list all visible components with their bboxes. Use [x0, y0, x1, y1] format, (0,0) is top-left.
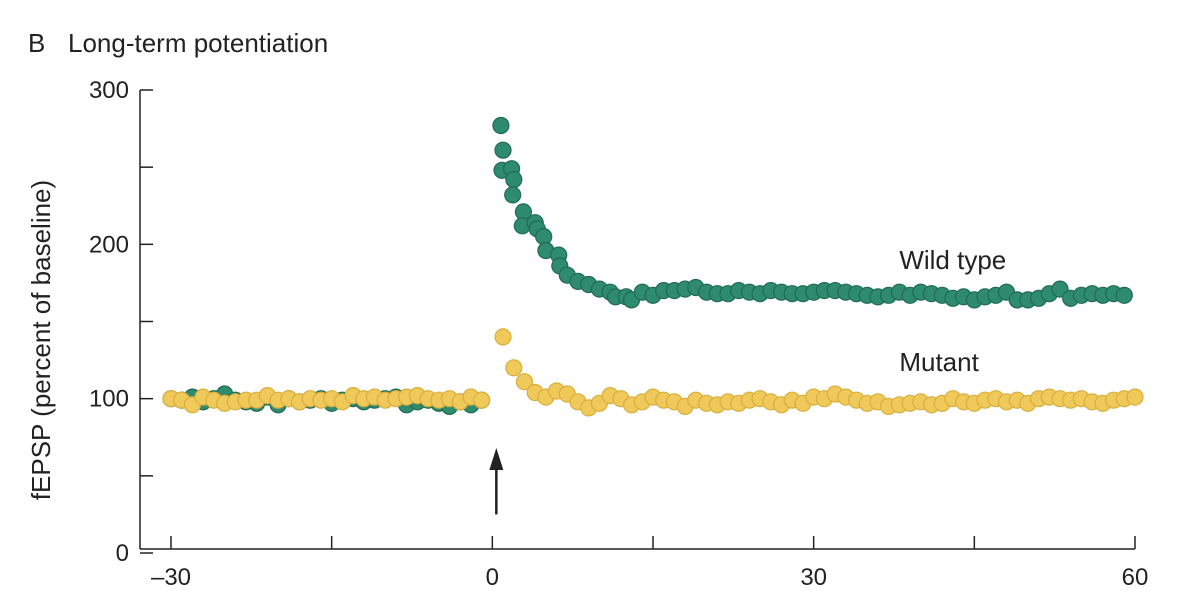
- y-tick-label: 0: [116, 540, 129, 567]
- x-tick-label: 30: [800, 564, 827, 591]
- series-label: Wild type: [899, 245, 1006, 275]
- stimulus-arrow: [489, 448, 504, 515]
- y-tick-label: 300: [89, 77, 129, 104]
- series-layer: Wild type Mutant: [162, 116, 1144, 417]
- data-point: [1115, 286, 1133, 304]
- arrow-head: [489, 448, 504, 471]
- data-point: [505, 359, 523, 377]
- data-point: [473, 391, 491, 409]
- data-point: [504, 186, 522, 204]
- chart-title: Long-term potentiation: [68, 28, 328, 58]
- data-point: [492, 116, 510, 135]
- data-point: [505, 170, 523, 189]
- series-label: Mutant: [899, 347, 979, 377]
- x-tick-label: 60: [1122, 564, 1149, 591]
- series-mutant: Mutant: [162, 328, 1144, 417]
- annotation-layer: [489, 448, 504, 515]
- data-point: [1126, 388, 1144, 406]
- data-point: [494, 141, 512, 159]
- y-tick-label: 100: [89, 386, 129, 413]
- y-axis-label: fEPSP (percent of baseline): [26, 180, 56, 500]
- x-tick-label: –30: [151, 564, 191, 591]
- data-point: [515, 373, 534, 391]
- y-tick-label: 200: [89, 231, 129, 258]
- series-wild-type: Wild type: [162, 116, 1133, 415]
- data-point: [494, 328, 512, 346]
- x-tick-label: 0: [486, 564, 499, 591]
- axes: 0 100 200 300 –30 0 30 60: [89, 77, 1148, 591]
- panel-letter: B: [28, 28, 45, 58]
